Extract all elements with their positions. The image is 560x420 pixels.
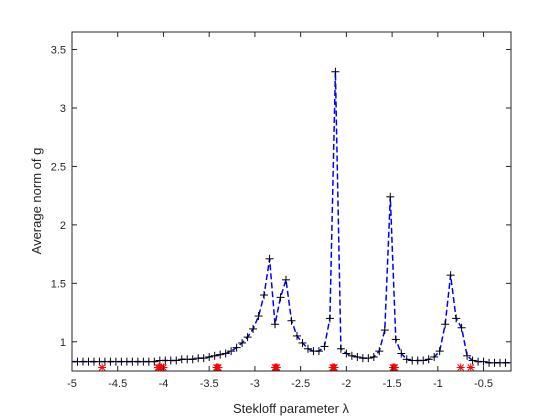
plus-marker — [232, 343, 241, 352]
x-tick-label: -0.5 — [474, 378, 493, 390]
plus-marker — [249, 324, 258, 333]
series-layer — [72, 67, 511, 371]
plot-area — [72, 67, 511, 371]
y-tick-label: 3.5 — [51, 45, 66, 57]
axes: -5 -4.5 -4 -3.5 -3 -2.5 -2 -1.5 -1 -0.5 1 1.5 2 2.5 3 3… — [51, 31, 512, 390]
plus-marker — [457, 323, 466, 332]
asterisk-marker — [466, 363, 475, 371]
asterisk-marker — [456, 363, 465, 371]
y-tick-label: 2 — [60, 220, 66, 232]
plus-marker — [150, 357, 159, 366]
axes-box — [71, 31, 512, 372]
plus-marker — [265, 254, 274, 263]
x-tick-label: -3.5 — [200, 378, 219, 390]
plus-marker — [463, 351, 472, 360]
x-tick-label: -1.5 — [383, 378, 402, 390]
plus-marker — [375, 347, 384, 356]
asterisk-marker — [272, 363, 281, 371]
plus-marker — [353, 352, 362, 361]
plus-marker — [325, 314, 334, 323]
plus-marker — [452, 314, 461, 323]
plus-marker — [205, 352, 214, 361]
plus-marker — [287, 316, 296, 325]
x-tick-label: -5 — [67, 378, 77, 390]
plus-marker — [507, 358, 511, 367]
plus-marker — [227, 347, 236, 356]
plus-marker — [188, 355, 197, 364]
plus-marker — [331, 67, 340, 76]
plus-marker — [260, 291, 269, 300]
x-axis-label: Stekloff parameter λ — [233, 401, 350, 416]
y-tick-label: 2.5 — [51, 161, 66, 173]
x-tick-label: -4 — [159, 378, 169, 390]
plus-marker — [386, 192, 395, 201]
plus-marker — [468, 356, 477, 365]
plus-marker — [271, 320, 280, 329]
plus-marker — [292, 331, 301, 340]
x-tick-label: -3 — [250, 378, 260, 390]
plus-marker — [210, 351, 219, 360]
plus-marker — [336, 344, 345, 353]
plus-marker — [314, 347, 323, 356]
plus-marker — [419, 356, 428, 365]
plus-marker — [320, 342, 329, 351]
plus-marker — [243, 333, 252, 342]
plus-marker — [282, 275, 291, 284]
plus-marker — [172, 356, 181, 365]
plus-marker — [446, 271, 455, 280]
plus-marker — [238, 338, 247, 347]
plus-marker — [402, 355, 411, 364]
y-tick-label: 1.5 — [51, 278, 66, 290]
plus-marker — [347, 351, 356, 360]
x-tick-label: -1 — [433, 378, 443, 390]
asterisk-marker — [98, 363, 107, 371]
plus-marker — [380, 326, 389, 335]
plus-marker — [303, 344, 312, 353]
plus-marker — [430, 352, 439, 361]
plus-marker — [397, 349, 406, 358]
y-tick-label: 1 — [60, 337, 66, 349]
x-tick-label: -4.5 — [108, 378, 127, 390]
asterisk-marker — [330, 363, 339, 371]
plus-marker — [364, 354, 373, 363]
plus-marker — [254, 312, 263, 321]
plus-marker — [391, 335, 400, 344]
plus-marker — [435, 347, 444, 356]
plus-marker — [298, 338, 307, 347]
plus-marker — [424, 355, 433, 364]
plus-marker — [199, 354, 208, 363]
plus-marker — [369, 352, 378, 361]
asterisk-marker — [214, 363, 223, 371]
x-tick-label: -2 — [341, 378, 351, 390]
y-tick-label: 3 — [60, 103, 66, 115]
plus-marker — [342, 349, 351, 358]
plus-marker — [276, 293, 285, 302]
x-tick-label: -2.5 — [291, 378, 310, 390]
y-axis-label: Average norm of g — [29, 148, 44, 255]
plus-marker — [479, 357, 488, 366]
plus-marker — [441, 320, 450, 329]
plus-marker — [216, 350, 225, 359]
plus-marker — [221, 349, 230, 358]
